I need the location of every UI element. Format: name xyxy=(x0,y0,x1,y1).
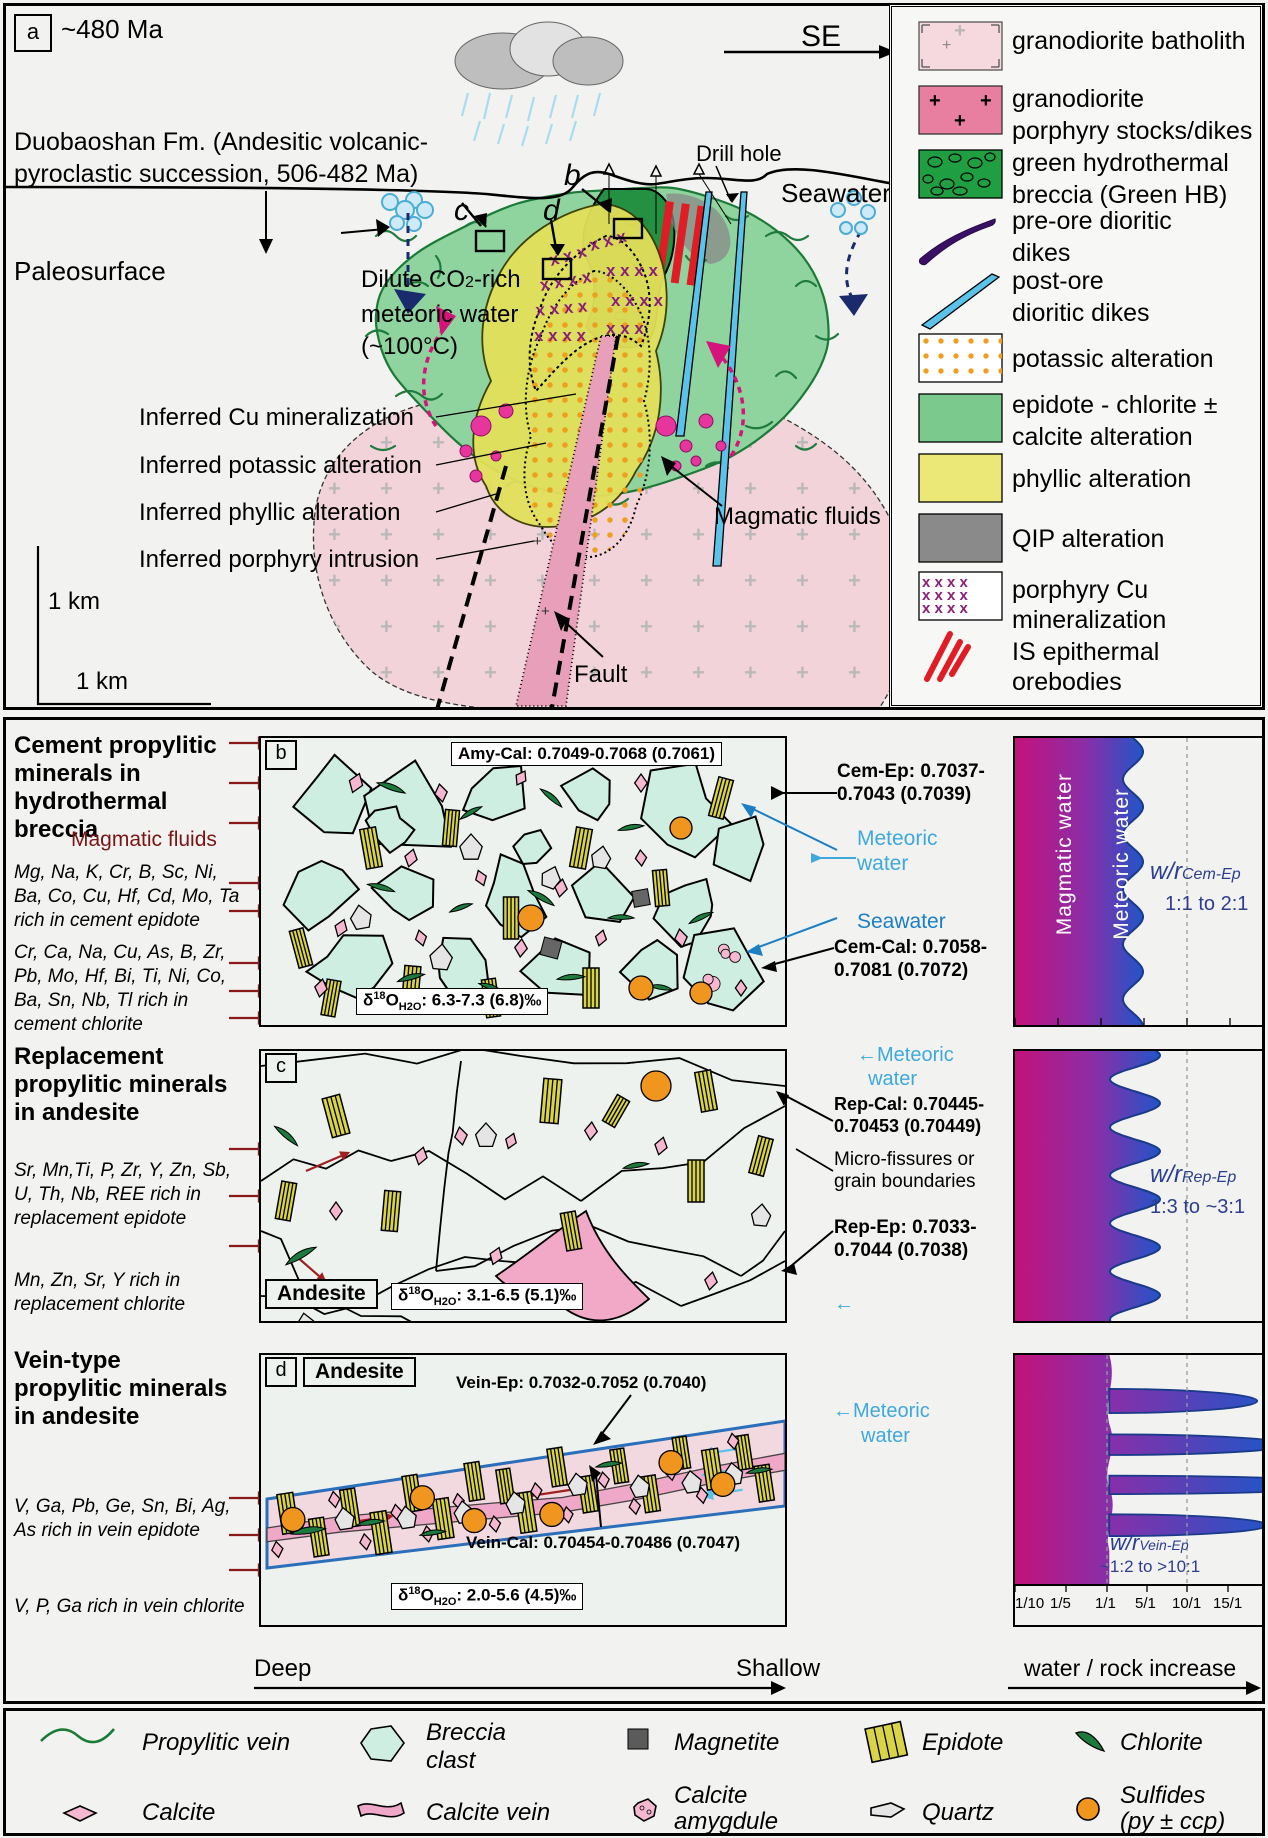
svg-text:+: + xyxy=(533,533,542,550)
svg-text:+: + xyxy=(929,90,941,112)
svg-text:+: + xyxy=(942,37,951,54)
svg-text:x x x x: x x x x xyxy=(922,600,969,617)
svg-text:+: + xyxy=(541,603,550,620)
svg-text:+: + xyxy=(980,90,992,112)
svg-text:+: + xyxy=(954,110,966,132)
svg-text:Drill hole: Drill hole xyxy=(696,141,782,166)
